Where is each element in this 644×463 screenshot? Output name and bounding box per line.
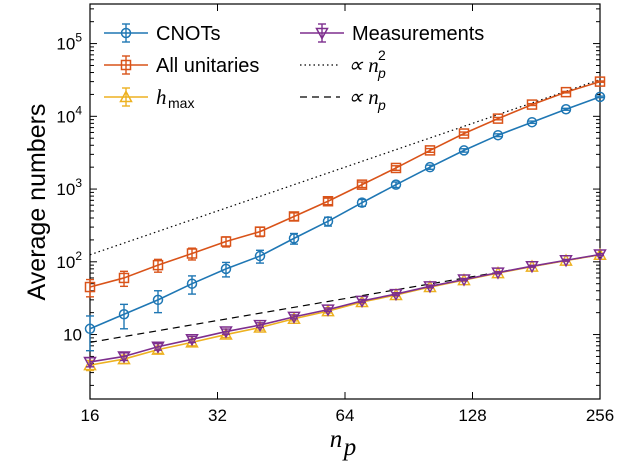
data-point — [594, 76, 606, 87]
data-point — [390, 179, 402, 190]
data-point — [321, 304, 335, 317]
legend-label-sub: max — [168, 95, 194, 111]
series-all-unitaries — [84, 76, 606, 298]
data-point — [220, 236, 232, 247]
series-measurements — [83, 249, 607, 370]
reference-line — [89, 254, 601, 343]
y-tick-label: 104 — [56, 103, 82, 126]
data-point — [152, 259, 164, 271]
series-line — [89, 96, 601, 330]
data-point — [186, 278, 198, 289]
legend-marker — [315, 27, 329, 41]
data-point — [151, 342, 165, 355]
y-tick-label: 105 — [56, 31, 82, 54]
legend-entry: CNOTs — [104, 23, 220, 45]
data-point — [117, 351, 131, 364]
data-point — [458, 145, 470, 156]
plot-area — [89, 3, 601, 400]
data-point — [83, 356, 97, 370]
data-point — [526, 99, 538, 110]
svg-text:n: n — [330, 426, 343, 453]
data-point — [151, 341, 165, 354]
data-point — [594, 91, 606, 103]
data-point — [593, 249, 607, 262]
tick-labels: 16 32 64 128 256 10 102 103 104 105 — [56, 31, 614, 425]
data-point — [83, 358, 97, 371]
series-layer — [83, 76, 607, 372]
y-tick-label: 102 — [56, 249, 82, 272]
data-point — [356, 179, 368, 190]
data-point — [559, 255, 573, 268]
reference-lines — [89, 79, 601, 343]
x-tick-label: 128 — [458, 406, 486, 425]
legend-label: ∝ n — [348, 85, 379, 109]
data-point — [254, 250, 266, 262]
data-point — [424, 161, 436, 173]
data-point — [253, 319, 267, 333]
data-point — [390, 162, 402, 174]
x-tick-label: 16 — [81, 406, 100, 425]
y-tick-label: 10 — [63, 326, 82, 345]
data-point — [288, 233, 300, 244]
data-point — [491, 267, 505, 280]
data-point — [526, 116, 538, 128]
data-point — [84, 323, 96, 335]
data-point — [118, 309, 130, 320]
data-point — [356, 197, 368, 208]
y-tick-label: 103 — [56, 176, 82, 199]
y-axis-label: Average numbers — [23, 104, 51, 301]
data-point — [84, 281, 96, 293]
data-point — [560, 104, 572, 115]
legend-label: CNOTs — [156, 23, 220, 45]
data-point — [185, 334, 199, 347]
data-point — [118, 272, 130, 284]
data-point — [219, 326, 233, 339]
x-tick-label: 32 — [208, 406, 227, 425]
svg-text:p: p — [342, 434, 357, 461]
data-point — [288, 211, 300, 222]
data-point — [254, 226, 266, 237]
legend-entry: Measurements — [300, 23, 484, 45]
legend-label: All unitaries — [156, 55, 259, 77]
data-point — [186, 248, 198, 259]
legend-marker — [119, 89, 133, 103]
x-tick-label: 256 — [586, 406, 614, 425]
data-point — [152, 294, 164, 306]
data-point — [492, 129, 504, 141]
data-point — [322, 195, 334, 207]
legend-marker — [120, 59, 132, 71]
series-cnots — [84, 91, 606, 352]
legend-label-sub: p — [377, 65, 386, 81]
data-point — [458, 128, 470, 139]
legend-entry: h max — [104, 85, 194, 111]
legend-marker — [120, 27, 132, 39]
legend-label: ∝ n — [348, 53, 379, 77]
data-point — [423, 281, 437, 294]
data-point — [117, 352, 131, 365]
data-point — [322, 216, 334, 227]
data-point — [389, 288, 403, 302]
data-point — [560, 86, 572, 98]
data-point — [424, 145, 436, 156]
x-tick-label: 64 — [336, 406, 355, 425]
data-point — [457, 274, 471, 287]
legend-entry: ∝ n p 2 — [300, 47, 386, 81]
data-point — [492, 113, 504, 124]
series-line — [89, 80, 601, 288]
data-point — [355, 295, 369, 308]
series-line — [89, 253, 601, 363]
legend-label: h — [156, 85, 167, 109]
data-point — [287, 311, 301, 324]
data-point — [525, 260, 539, 274]
legend-entry: All unitaries — [104, 55, 259, 77]
legend-label-sup: 2 — [378, 47, 386, 63]
legend-label: Measurements — [352, 23, 484, 45]
x-axis-label: n p — [330, 426, 357, 461]
legend-label-sub: p — [377, 97, 386, 113]
data-point — [220, 263, 232, 275]
